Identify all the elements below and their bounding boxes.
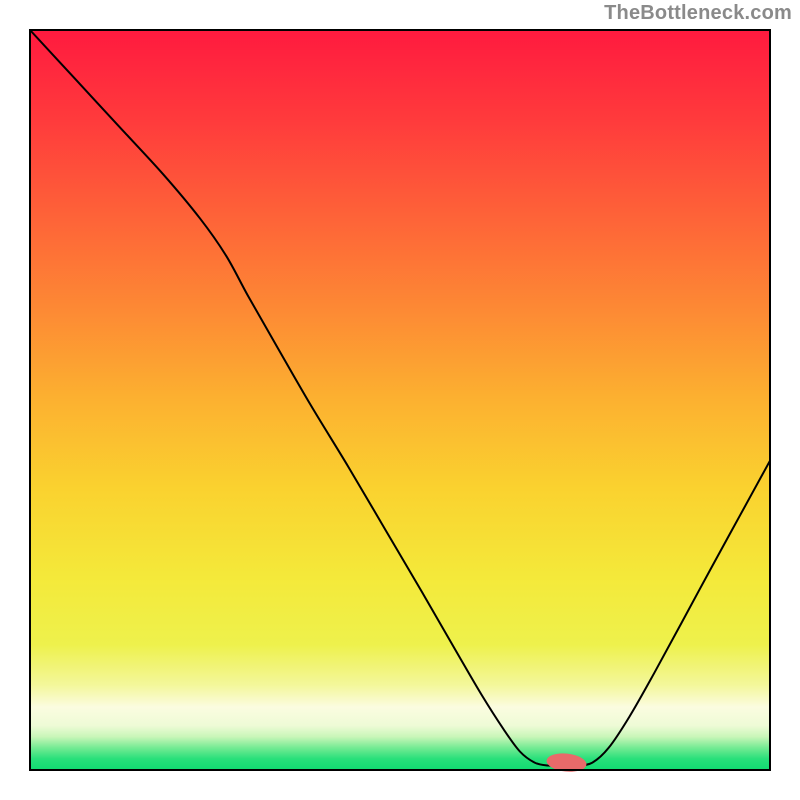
gradient-background	[30, 30, 770, 770]
watermark-text: TheBottleneck.com	[604, 2, 792, 25]
chart-container: { "watermark": "TheBottleneck.com", "cha…	[0, 0, 800, 800]
bottleneck-chart	[0, 0, 800, 800]
